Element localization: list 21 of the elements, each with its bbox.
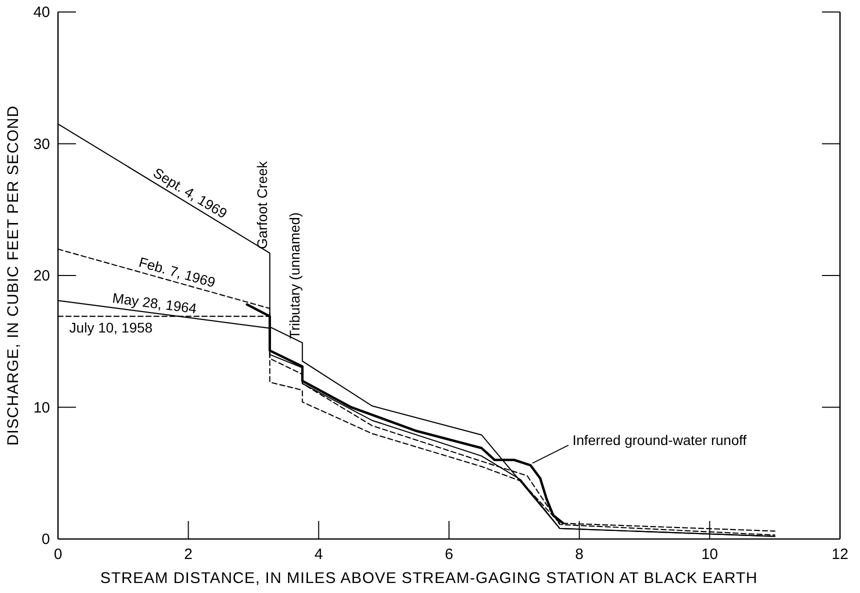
annotation: Garfoot Creek bbox=[254, 160, 270, 250]
x-tick-label: 2 bbox=[184, 546, 193, 563]
text: Feb. 7, 1969 bbox=[137, 254, 218, 290]
y-tick-label: 30 bbox=[33, 136, 50, 153]
text: Sept. 4, 1969 bbox=[150, 164, 230, 222]
annotation: Tributary (unnamed) bbox=[286, 212, 302, 339]
y-tick-label: 10 bbox=[33, 399, 50, 416]
text: May 28, 1964 bbox=[112, 290, 198, 317]
x-tick-label: 10 bbox=[701, 546, 718, 563]
y-tick-label: 20 bbox=[33, 268, 50, 284]
y-tick-label: 40 bbox=[33, 4, 50, 21]
x-axis-title: STREAM DISTANCE, IN MILES ABOVE STREAM-GAGING STATION AT BLACK EARTH bbox=[100, 570, 758, 587]
y-axis-title: DISCHARGE, IN CUBIC FEET PER SECOND bbox=[5, 105, 22, 446]
x-tick-label: 6 bbox=[444, 546, 454, 563]
series-label: July 10, 1958 bbox=[69, 319, 153, 336]
x-tick-label: 4 bbox=[314, 546, 323, 563]
text: Inferred ground-water runoff bbox=[572, 432, 747, 448]
y-tick-label: 0 bbox=[42, 531, 50, 548]
x-tick-label: 0 bbox=[54, 546, 62, 563]
x-tick-label: 12 bbox=[832, 546, 848, 563]
x-tick-label: 8 bbox=[575, 546, 584, 563]
